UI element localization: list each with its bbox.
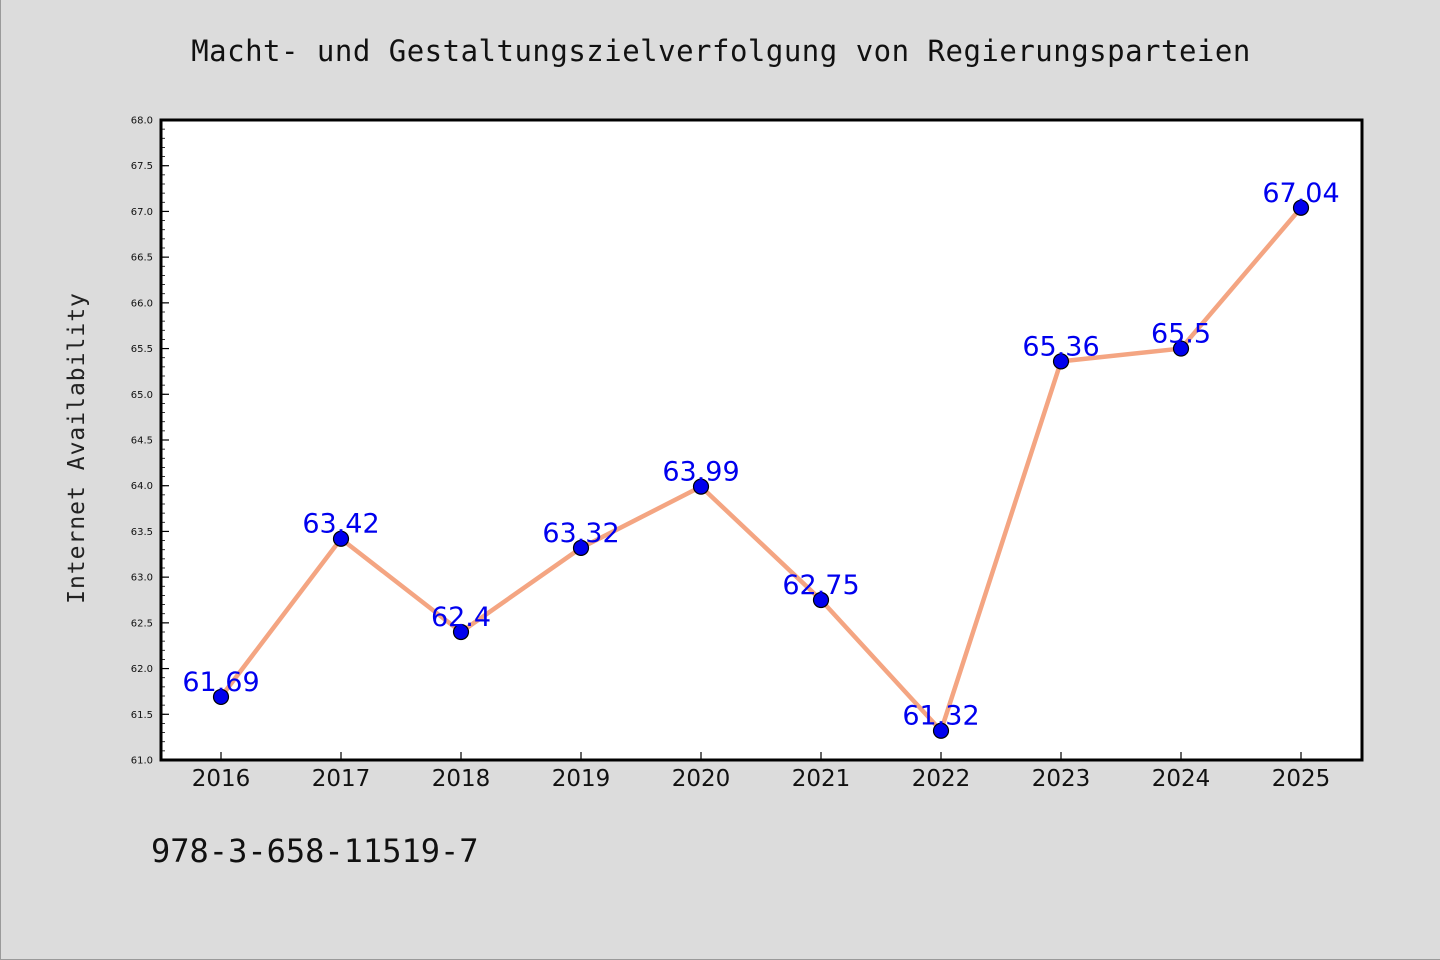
y-tick-label: 65.0: [131, 390, 153, 401]
y-tick-label: 61.0: [131, 756, 153, 767]
data-point: [812, 591, 830, 609]
chart-title: Macht- und Gestaltungszielverfolgung von…: [191, 34, 1251, 68]
x-tick-label: 2023: [1032, 766, 1091, 792]
data-label: 63.32: [542, 518, 619, 549]
y-tick-label: 64.0: [131, 481, 153, 492]
y-tick-label: 63.5: [131, 527, 153, 538]
data-point: [932, 722, 950, 739]
x-tick-label: 2019: [552, 766, 611, 792]
x-tick-label: 2018: [432, 766, 491, 792]
y-tick-label: 66.5: [131, 253, 153, 264]
x-tick-label: 2017: [312, 766, 371, 792]
data-point: [1052, 353, 1070, 370]
data-label: 61.69: [182, 667, 259, 698]
y-tick-label: 67.5: [131, 161, 153, 172]
y-tick-label: 63.0: [131, 573, 153, 584]
data-point: [1292, 199, 1310, 216]
y-tick-label: 62.5: [131, 618, 153, 629]
data-label: 65.5: [1151, 319, 1211, 350]
x-tick-label: 2021: [792, 766, 851, 792]
data-label: 63.42: [302, 509, 379, 540]
data-label: 62.4: [431, 602, 491, 633]
data-label: 67.04: [1262, 178, 1339, 209]
isbn-text: 978-3-658-11519-7: [151, 832, 479, 870]
y-tick-label: 68.0: [131, 116, 153, 127]
y-tick-label: 64.5: [131, 436, 153, 447]
data-point: [212, 688, 230, 706]
x-tick-label: 2025: [1272, 766, 1331, 792]
y-tick-label: 62.0: [131, 664, 153, 675]
data-point: [452, 623, 470, 641]
y-tick-label: 66.0: [131, 298, 153, 309]
x-tick-label: 2024: [1152, 766, 1211, 792]
data-label: 65.36: [1022, 331, 1099, 362]
series-group: [212, 199, 1310, 739]
data-point: [332, 530, 350, 547]
data-label-group: 61.69 63.42 62.4 63.32 63.99 62.75 61.32 65.36 6…: [182, 178, 1339, 732]
y-tick-label: 61.5: [131, 710, 153, 721]
plot-area: [159, 118, 1364, 762]
data-point: [572, 539, 590, 556]
data-label: 61.32: [902, 701, 979, 732]
x-tick-label: 2022: [912, 766, 971, 792]
y-axis: 61.0 61.5 62.0 62.5 63.0 63.5 64.0 64.5 65.0 65.5…: [131, 116, 169, 767]
data-label: 63.99: [662, 457, 739, 488]
data-point: [1172, 340, 1190, 357]
x-tick-label: 2020: [672, 766, 731, 792]
y-tick-label: 65.5: [131, 344, 153, 355]
y-tick-label: 67.0: [131, 207, 153, 218]
data-point: [692, 478, 710, 495]
series-line: [219, 206, 1303, 733]
x-tick-label: 2016: [192, 766, 251, 792]
x-axis: 2016 2017 2018 2019 2020 2021 2022 2023 2024 2025: [192, 752, 1331, 792]
data-label: 62.75: [782, 570, 859, 601]
